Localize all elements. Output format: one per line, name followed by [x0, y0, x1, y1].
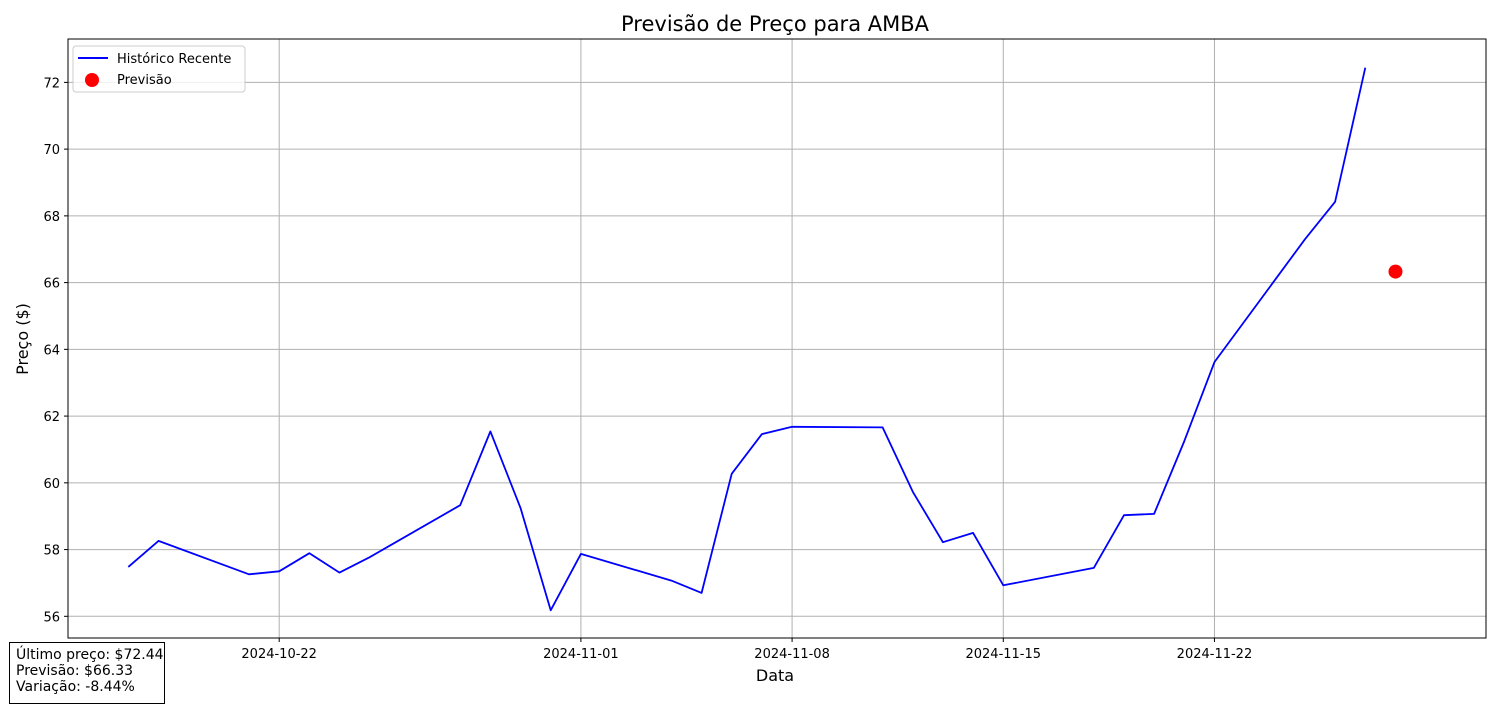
legend-dot-swatch — [85, 73, 99, 87]
historical-price-line — [127, 67, 1367, 612]
legend-frame — [72, 45, 246, 93]
y-tick-label: 68 — [43, 210, 60, 225]
y-tick-label: 72 — [43, 76, 60, 91]
series-layer — [127, 67, 1403, 612]
legend-label-historical: Histórico Recente — [117, 52, 231, 67]
x-axis-label: Data — [756, 666, 794, 685]
grid-lines — [68, 39, 1486, 638]
plot-frame — [67, 38, 1487, 639]
chart-title: Previsão de Preço para AMBA — [621, 12, 930, 36]
summary-info-box: Último preço: $72.44 Previsão: $66.33 Va… — [9, 642, 165, 704]
y-tick-label: 62 — [43, 410, 60, 425]
y-axis-label: Preço ($) — [13, 303, 32, 375]
y-tick-label: 64 — [43, 343, 60, 358]
x-tick-label: 2024-11-15 — [965, 647, 1041, 662]
y-tick-label: 58 — [43, 544, 60, 559]
x-tick-label: 2024-10-22 — [241, 647, 317, 662]
x-tick-label: 2024-11-22 — [1177, 647, 1253, 662]
y-tick-label: 70 — [43, 143, 60, 158]
y-tick-label: 60 — [43, 477, 60, 492]
legend: Histórico Recente Previsão — [72, 45, 246, 93]
y-tick-label: 66 — [43, 277, 60, 292]
axis-ticks: 2024-10-22 2024-11-01 2024-11-08 2024-11-15… — [43, 76, 1252, 662]
x-tick-label: 2024-11-01 — [543, 647, 619, 662]
forecast-text: Previsão: $66.33 — [16, 663, 134, 679]
change-text: Variação: -8.44% — [16, 679, 135, 695]
last-price-text: Último preço: $72.44 — [16, 647, 164, 663]
y-tick-label: 56 — [43, 610, 60, 625]
forecast-point — [1388, 264, 1403, 279]
legend-label-forecast: Previsão — [117, 73, 172, 88]
x-tick-label: 2024-11-08 — [754, 647, 830, 662]
